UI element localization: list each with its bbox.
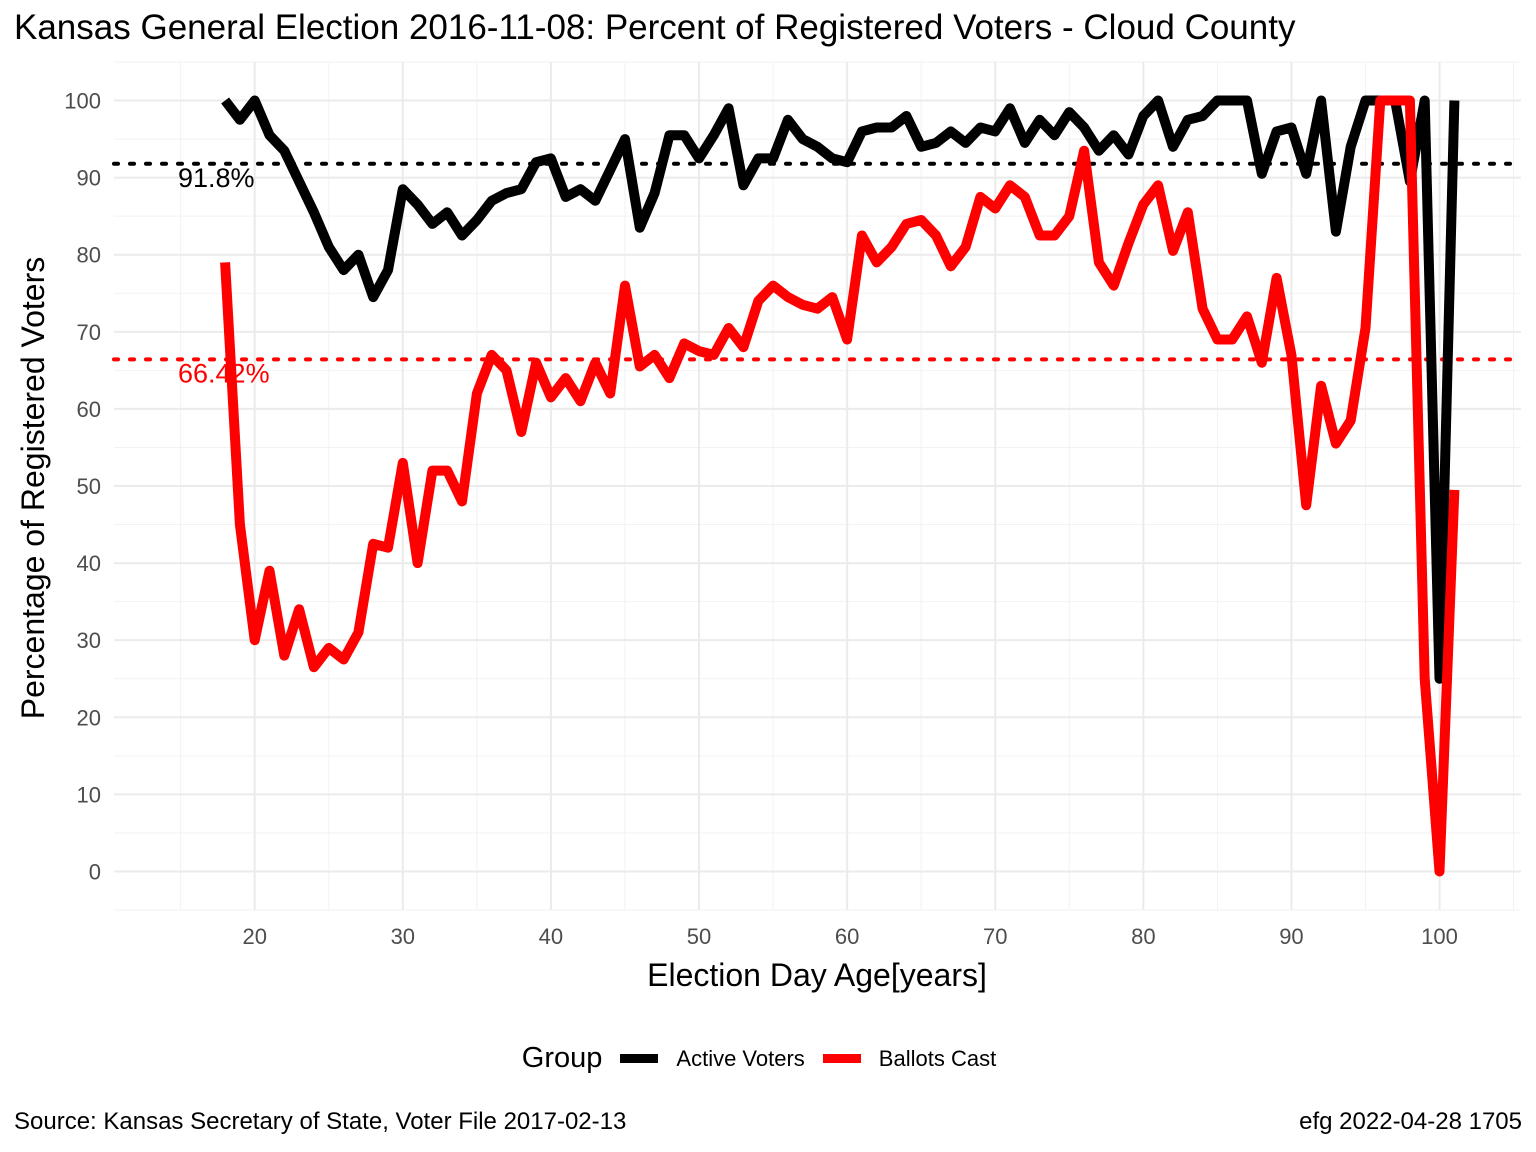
y-tick-label: 30: [77, 628, 101, 653]
y-tick-label: 70: [77, 320, 101, 345]
legend-item-ballots-cast: Ballots Cast: [822, 1045, 997, 1072]
y-tick-label: 50: [77, 474, 101, 499]
reference-lines: [112, 161, 1523, 362]
series-lines: [220, 95, 1460, 877]
y-axis-title: Percentage of Registered Voters: [15, 257, 51, 720]
reference-label: 66.42%: [178, 358, 270, 388]
y-tick-label: 20: [77, 705, 101, 730]
x-tick-label: 90: [1279, 924, 1303, 949]
reference-labels: 91.8% 66.42%: [178, 163, 270, 389]
source-caption: Source: Kansas Secretary of State, Voter…: [14, 1108, 627, 1135]
y-tick-label: 10: [77, 782, 101, 807]
y-tick-label: 90: [77, 166, 101, 191]
x-axis-ticks: 20 30 40 50 60 70 80 90 100: [242, 924, 1457, 949]
y-tick-label: 100: [64, 89, 101, 114]
x-tick-label: 30: [391, 924, 415, 949]
legend-key-ballots-cast: [822, 1054, 861, 1063]
y-tick-label: 0: [89, 859, 101, 884]
author-caption: efg 2022-04-28 1705: [1299, 1108, 1522, 1135]
x-tick-label: 80: [1131, 924, 1155, 949]
x-tick-label: 70: [983, 924, 1007, 949]
x-tick-label: 50: [687, 924, 711, 949]
legend-key-active-voters: [620, 1054, 659, 1063]
x-tick-label: 100: [1421, 924, 1458, 949]
series-line: [220, 95, 1460, 877]
legend-item-active-voters: Active Voters: [620, 1045, 805, 1072]
series-line: [221, 95, 1460, 684]
legend: Group Active Voters Ballots Cast: [0, 1042, 1536, 1075]
x-tick-label: 60: [835, 924, 859, 949]
legend-label-ballots-cast: Ballots Cast: [878, 1045, 997, 1071]
chart-title: Kansas General Election 2016-11-08: Perc…: [14, 8, 1296, 47]
reference-label: 91.8%: [178, 163, 255, 193]
x-tick-label: 40: [539, 924, 563, 949]
y-axis-ticks: 0 10 20 30 40 50 60 70 80 90 100: [64, 89, 101, 885]
x-axis-title: Election Day Age[years]: [647, 957, 987, 993]
x-tick-label: 20: [242, 924, 266, 949]
legend-label-active-voters: Active Voters: [676, 1045, 805, 1071]
y-tick-label: 60: [77, 397, 101, 422]
y-tick-label: 40: [77, 551, 101, 576]
legend-title: Group: [521, 1042, 603, 1074]
y-tick-label: 80: [77, 243, 101, 268]
